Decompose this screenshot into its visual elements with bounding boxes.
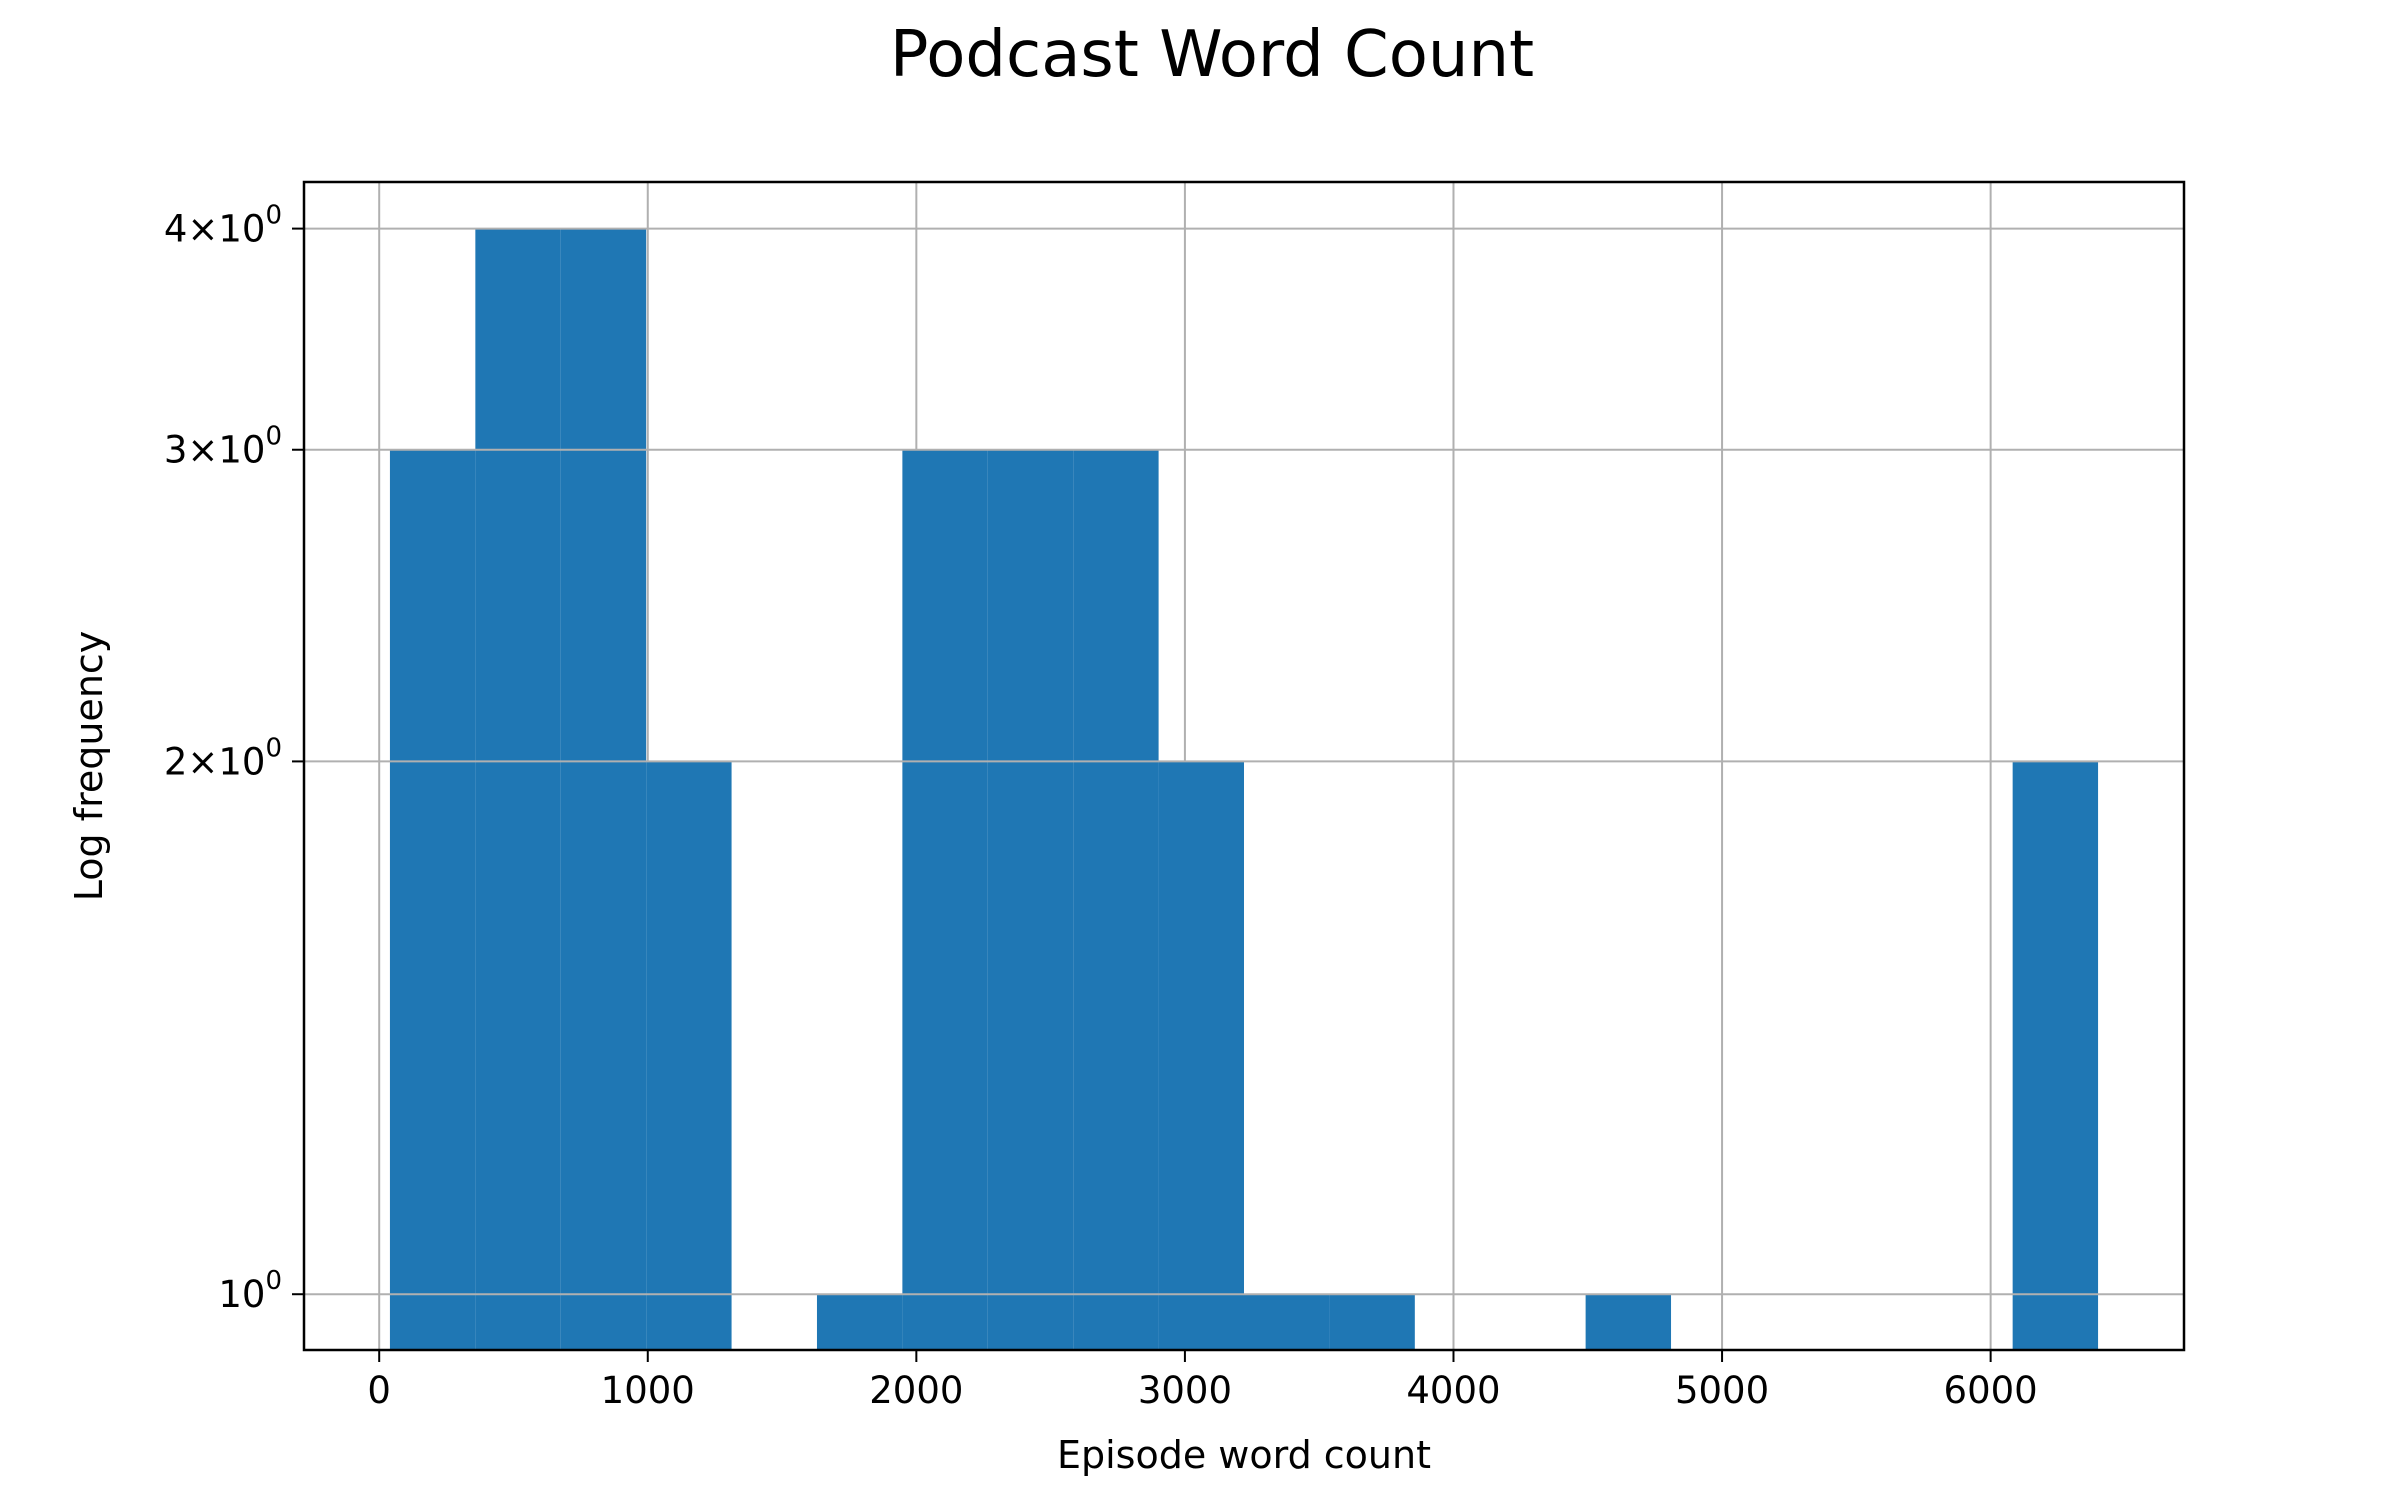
x-tick-label-5: 5000 [1675, 1369, 1769, 1412]
histogram-bar-8 [1073, 449, 1159, 1350]
x-tick-label-3: 3000 [1138, 1369, 1232, 1412]
histogram-bar-19 [2012, 761, 2099, 1350]
x-tick-label-0: 0 [367, 1369, 391, 1412]
y-tick-label-0: 100 [218, 1266, 282, 1316]
x-tick-label-4: 4000 [1406, 1369, 1500, 1412]
x-axis: 0 1000 2000 3000 4000 5000 6000 [367, 1350, 2038, 1412]
x-tick-label-6: 6000 [1944, 1369, 2038, 1412]
histogram-bar-9 [1158, 761, 1244, 1350]
plot-frame [302, 180, 2186, 1352]
histogram-bar-11 [1329, 1294, 1415, 1350]
x-tick-label-1: 1000 [601, 1369, 695, 1412]
bars-layer [304, 227, 2184, 1351]
histogram-bar-14 [1585, 1294, 1672, 1350]
x-axis-label: Episode word count [1057, 1433, 1431, 1477]
y-axis: 100 2×100 3×100 4×100 [164, 201, 304, 1316]
x-tick-label-2: 2000 [869, 1369, 963, 1412]
histogram-bar-1 [475, 228, 561, 1351]
histogram-bar-5 [816, 1294, 903, 1350]
histogram-bar-7 [987, 449, 1074, 1350]
histogram-bar-0 [389, 449, 476, 1350]
y-tick-label-1: 2×100 [164, 733, 282, 783]
histogram-bar-3 [646, 761, 732, 1350]
y-tick-label-3: 4×100 [164, 201, 282, 251]
plot-area [302, 180, 2186, 1352]
histogram-bar-2 [560, 228, 647, 1351]
y-tick-label-2: 3×100 [164, 422, 282, 472]
chart-title: Podcast Word Count [890, 18, 1534, 92]
histogram-bar-10 [1244, 1294, 1330, 1350]
y-axis-label: Log frequency [67, 631, 111, 902]
histogram-bar-6 [902, 449, 988, 1350]
